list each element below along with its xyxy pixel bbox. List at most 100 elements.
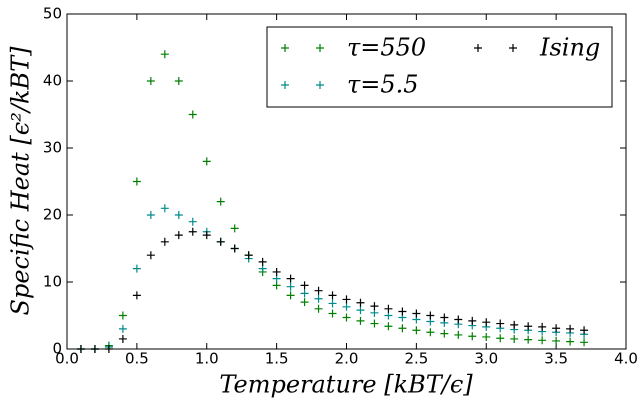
y-tick-label: 20 <box>43 206 62 224</box>
marker <box>426 311 435 320</box>
marker <box>272 267 281 276</box>
legend-box <box>266 26 613 108</box>
marker <box>454 330 463 339</box>
marker <box>286 282 295 291</box>
marker <box>538 322 547 331</box>
marker <box>132 291 141 300</box>
marker <box>272 274 281 283</box>
x-tick-label: 3.0 <box>474 350 498 368</box>
legend-label: Ising <box>539 34 600 62</box>
marker <box>118 324 127 333</box>
y-tick-label: 50 <box>43 5 62 23</box>
marker <box>384 311 393 320</box>
y-tick-label: 0 <box>52 340 62 358</box>
marker <box>146 251 155 260</box>
marker <box>160 50 169 59</box>
marker <box>454 315 463 324</box>
marker <box>300 298 309 307</box>
marker <box>188 227 197 236</box>
marker <box>244 251 253 260</box>
y-tick-label: 10 <box>43 273 62 291</box>
marker <box>328 299 337 308</box>
marker <box>370 302 379 311</box>
marker <box>286 274 295 283</box>
marker <box>160 237 169 246</box>
x-tick-label: 4.0 <box>614 350 638 368</box>
marker <box>440 329 449 338</box>
marker <box>216 197 225 206</box>
marker <box>356 316 365 325</box>
marker <box>496 334 505 343</box>
marker <box>202 157 211 166</box>
y-tick-label: 40 <box>43 72 62 90</box>
x-tick-label: 1.5 <box>265 350 289 368</box>
marker <box>230 224 239 233</box>
marker <box>272 281 281 290</box>
marker <box>314 304 323 313</box>
marker <box>174 211 183 219</box>
x-tick-label: 2.0 <box>335 350 359 368</box>
marker <box>482 318 491 327</box>
legend-marker <box>281 81 324 89</box>
marker <box>384 322 393 331</box>
marker <box>356 306 365 315</box>
marker <box>188 217 197 226</box>
marker <box>524 335 533 344</box>
marker <box>510 320 519 329</box>
marker <box>370 308 379 317</box>
marker <box>440 313 449 322</box>
x-tick-label: 3.5 <box>544 350 568 368</box>
marker <box>118 334 127 343</box>
marker <box>412 326 421 335</box>
marker <box>342 295 351 304</box>
y-tick-label: 30 <box>43 139 62 157</box>
legend-marker <box>474 44 517 52</box>
marker <box>412 309 421 318</box>
marker <box>566 324 575 333</box>
marker <box>132 177 141 186</box>
marker <box>300 289 309 298</box>
marker <box>552 324 561 333</box>
marker <box>160 204 169 213</box>
legend-label: τ=550 <box>347 34 426 62</box>
marker <box>398 324 407 333</box>
marker <box>370 319 379 328</box>
marker <box>328 309 337 318</box>
legend-marker <box>281 44 324 52</box>
marker <box>174 77 183 85</box>
marker <box>384 304 393 313</box>
marker <box>230 244 239 253</box>
marker <box>524 322 533 331</box>
marker <box>314 286 323 295</box>
marker <box>398 307 407 316</box>
marker <box>426 328 435 337</box>
marker <box>580 326 589 335</box>
marker <box>538 336 547 345</box>
marker <box>118 311 127 320</box>
marker <box>146 211 155 219</box>
marker <box>496 319 505 328</box>
marker <box>328 291 337 300</box>
marker <box>342 313 351 322</box>
legend-label: τ=5.5 <box>347 71 419 99</box>
marker <box>258 257 267 266</box>
marker <box>342 302 351 311</box>
marker <box>580 338 589 347</box>
marker <box>76 345 85 353</box>
marker <box>314 294 323 303</box>
marker <box>300 281 309 290</box>
marker <box>202 231 211 240</box>
x-axis-label: Temperature [kBT/ϵ] <box>219 371 473 399</box>
marker <box>90 345 99 353</box>
marker <box>146 77 155 85</box>
marker <box>482 332 491 341</box>
marker <box>216 237 225 246</box>
marker <box>286 291 295 300</box>
x-tick-label: 1.0 <box>195 350 219 368</box>
marker <box>552 336 561 345</box>
marker <box>510 334 519 343</box>
marker <box>104 345 113 353</box>
x-tick-label: 0.5 <box>125 350 149 368</box>
marker <box>468 332 477 341</box>
